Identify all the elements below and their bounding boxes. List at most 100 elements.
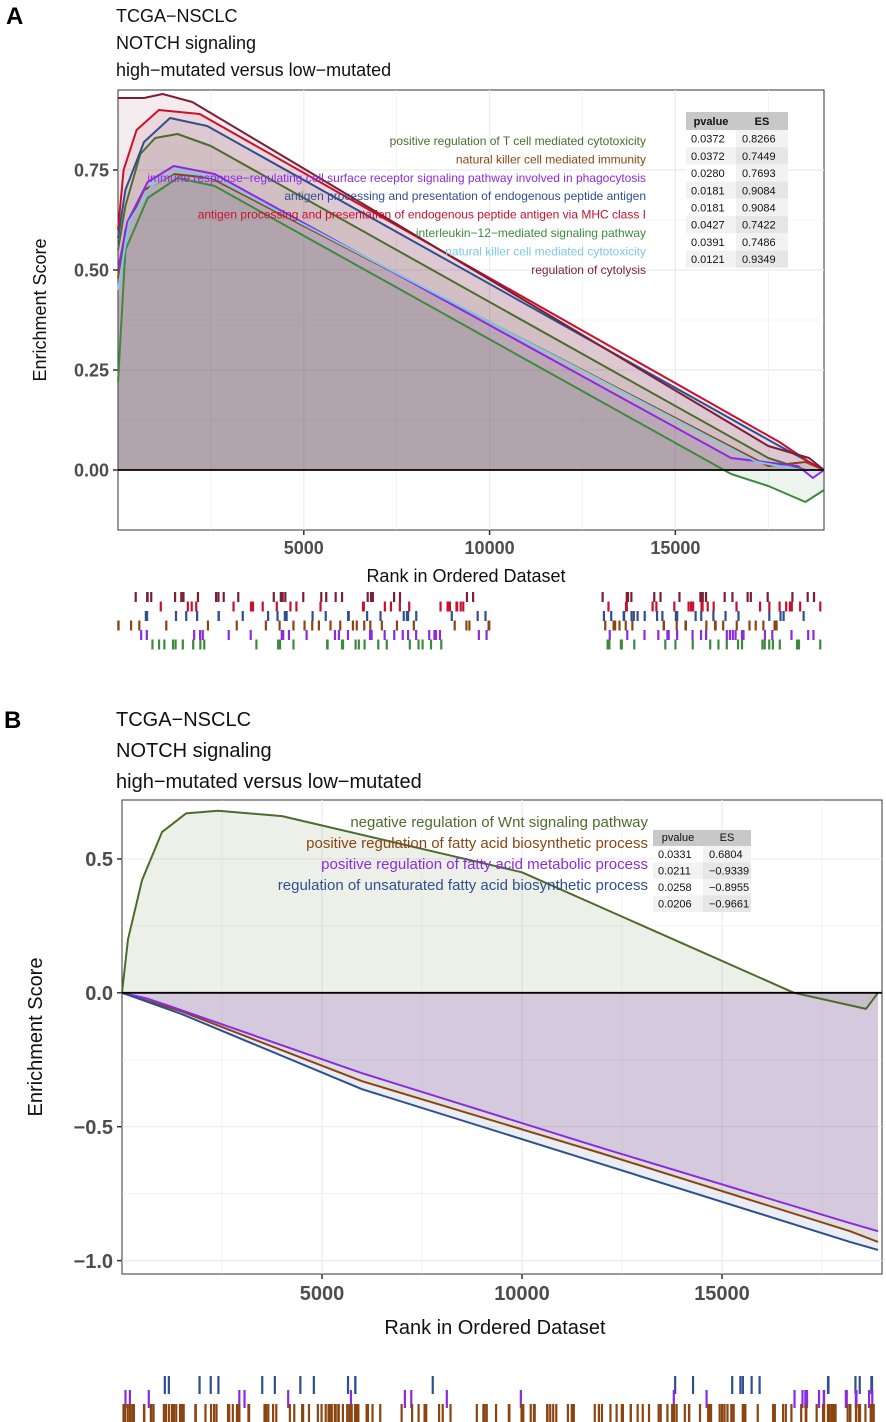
series-fill-6 (118, 170, 824, 470)
series-label-0: negative regulation of Wnt signaling pat… (350, 814, 648, 831)
table-pvalue: 0.0391 (691, 237, 725, 249)
series-fill-3 (122, 992, 878, 1250)
panel-a-title-line-3: high−mutated versus low−mutated (116, 60, 391, 80)
table-header-pvalue: pvalue (694, 116, 729, 128)
panel-b-y-axis-label: Enrichment Score (25, 958, 47, 1117)
table-cell-bg (736, 181, 788, 199)
table-es: 0.9084 (742, 185, 776, 197)
table-cell-bg (736, 233, 788, 251)
series-line-3 (121, 991, 879, 1251)
table-cell-bg (686, 250, 736, 268)
panel-a-stats-table: pvalue ES 0.0372 0.8266 0.0372 0.7449 0.0280 0.… (686, 112, 788, 268)
x-tick-label: 10000 (494, 1283, 550, 1305)
table-pvalue: 0.0280 (691, 168, 725, 180)
table-header-es: ES (755, 116, 770, 128)
x-tick-label: 15000 (650, 538, 700, 558)
y-tick-label: 0.5 (85, 849, 113, 871)
panel-a: TCGA−NSCLC NOTCH signaling high−mutated … (30, 6, 825, 650)
table-es: 0.7449 (742, 151, 776, 163)
table-pvalue: 0.0372 (691, 151, 725, 163)
table-pvalue: 0.0121 (691, 254, 725, 266)
table-cell-bg (736, 147, 788, 165)
table-es: 0.9084 (742, 203, 776, 215)
table-cell-bg (703, 862, 751, 879)
table-pvalue: 0.0258 (658, 882, 692, 894)
series-line-4 (117, 109, 825, 471)
y-tick-label: −0.5 (74, 1117, 113, 1139)
table-pvalue: 0.0181 (691, 203, 725, 215)
panel-b-x-axis-label: Rank in Ordered Dataset (384, 1317, 606, 1339)
panel-a-grid (118, 90, 824, 530)
table-es: 0.6804 (709, 849, 743, 861)
panel-b-stats-table: pvalue ES 0.0331 0.6804 0.0211 −0.9339 0.0258 −… (653, 830, 751, 912)
series-label-1: natural killer cell mediated immunity (456, 152, 646, 166)
table-es: 0.9349 (742, 254, 776, 266)
table-es: 0.8266 (742, 134, 776, 146)
table-cell-bg (736, 250, 788, 268)
table-cell-bg (703, 895, 751, 912)
series-fill-7 (118, 94, 824, 470)
series-line-2 (117, 165, 825, 479)
table-cell-bg (686, 147, 736, 165)
panel-a-rug (117, 592, 822, 650)
x-tick-label: 5000 (284, 538, 324, 558)
panel-b-x-ticks: 5000 10000 15000 (300, 1274, 750, 1305)
panel-label-a: A (6, 3, 23, 30)
table-es: −0.9661 (709, 899, 749, 911)
series-line-0 (121, 809, 879, 1010)
table-es: 0.7693 (742, 168, 776, 180)
table-cell-bg (703, 846, 751, 863)
panel-b-title-line-1: TCGA−NSCLC (116, 709, 251, 731)
table-es: 0.7486 (742, 237, 776, 249)
table-cell-bg (736, 164, 788, 182)
table-cell-bg (736, 198, 788, 216)
table-cell-bg (686, 181, 736, 199)
table-cell-bg (736, 130, 788, 148)
panel-a-title-line-2: NOTCH signaling (116, 33, 256, 53)
series-label-5: interleukin−12−mediated signaling pathwa… (416, 226, 646, 240)
series-fill-2 (118, 166, 824, 478)
x-tick-label: 10000 (465, 538, 515, 558)
y-tick-label: 0.00 (74, 460, 109, 480)
table-cell-bg (686, 130, 736, 148)
table-pvalue: 0.0372 (691, 134, 725, 146)
panel-b-rug (122, 1376, 875, 1422)
series-label-6: natural killer cell mediated cytotoxicit… (445, 244, 646, 258)
table-header-bg (686, 112, 788, 130)
table-header-es: ES (720, 832, 735, 844)
series-label-4: antigen processing and presentation of e… (198, 208, 646, 222)
series-label-3: regulation of unsaturated fatty acid bio… (278, 877, 648, 894)
series-line-2 (121, 991, 879, 1233)
panel-b-grid (122, 800, 882, 1274)
panel-b: TCGA−NSCLC NOTCH signaling high−mutated … (25, 709, 883, 1422)
series-fill-4 (118, 110, 824, 470)
table-header-bg (653, 830, 751, 846)
table-es: −0.8955 (709, 882, 749, 894)
panel-a-y-axis-label: Enrichment Score (30, 238, 50, 381)
table-pvalue: 0.0331 (658, 849, 692, 861)
table-cell-bg (686, 198, 736, 216)
table-cell-bg (703, 879, 751, 896)
table-es: 0.7422 (742, 220, 776, 232)
panel-a-y-ticks: 0.00 0.25 0.50 0.75 (74, 160, 118, 480)
x-tick-label: 15000 (694, 1283, 750, 1305)
table-pvalue: 0.0211 (658, 866, 691, 878)
series-fill-3 (118, 118, 824, 470)
series-label-2: immune response−regulating cell surface … (147, 171, 646, 185)
y-tick-label: 0.50 (74, 260, 109, 280)
panel-b-lines (121, 809, 882, 1251)
series-line-7 (118, 93, 825, 471)
table-header-pvalue: pvalue (662, 832, 694, 844)
y-tick-label: 0.75 (74, 160, 109, 180)
panel-a-x-axis-label: Rank in Ordered Dataset (366, 566, 565, 586)
series-label-3: antigen processing and presentation of e… (284, 189, 646, 203)
y-tick-label: −1.0 (74, 1251, 113, 1273)
table-cell-bg (736, 216, 788, 234)
table-cell-bg (653, 846, 703, 863)
table-cell-bg (686, 233, 736, 251)
series-fill-1 (118, 174, 824, 470)
table-cell-bg (653, 862, 703, 879)
series-label-2: positive regulation of fatty acid metabo… (321, 856, 648, 873)
panel-b-title-line-2: NOTCH signaling (116, 740, 272, 762)
